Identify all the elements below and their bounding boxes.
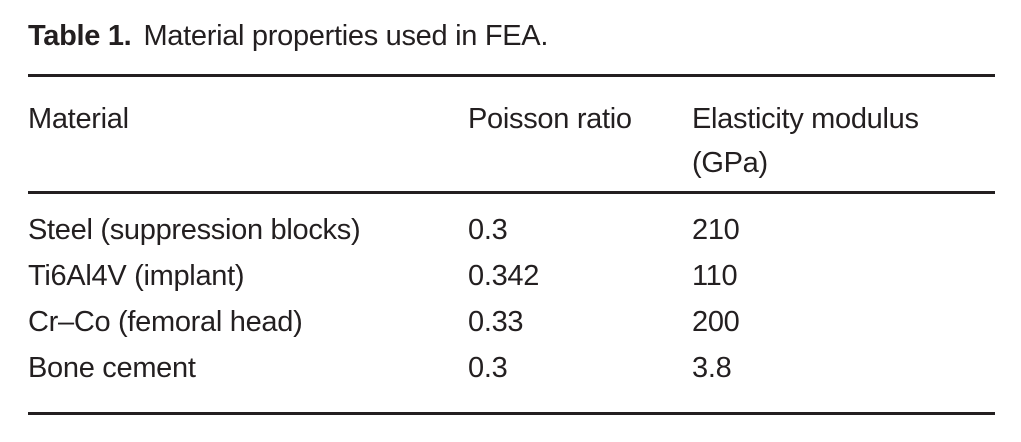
column-header-elasticity-modulus-unit: (GPa)	[692, 147, 768, 179]
cell-elasticity-modulus: 200	[692, 306, 740, 338]
table-body: Steel (suppression blocks) 0.3 210 Ti6Al…	[28, 193, 995, 414]
cell-material: Steel (suppression blocks)	[28, 214, 361, 246]
column-header-material: Material	[28, 75, 468, 194]
column-header-elasticity-modulus: Elasticity modulus (GPa)	[692, 75, 995, 194]
cell-material: Cr–Co (femoral head)	[28, 306, 303, 338]
cell-material: Ti6Al4V (implant)	[28, 260, 245, 292]
column-header-elasticity-modulus-label: Elasticity modulus	[692, 103, 919, 135]
cell-poisson-ratio: 0.33	[468, 306, 524, 338]
cell-elasticity-modulus: 3.8	[692, 352, 732, 384]
header-row: Material Poisson ratio Elasticity modulu…	[28, 75, 995, 194]
material-properties-table: Material Poisson ratio Elasticity modulu…	[28, 74, 995, 415]
cell-poisson-ratio: 0.3	[468, 352, 508, 384]
cell-material: Bone cement	[28, 352, 196, 384]
table-caption-text: Material properties used in FEA.	[143, 20, 549, 52]
table-row: Steel (suppression blocks) 0.3 210	[28, 193, 995, 254]
table-header: Material Poisson ratio Elasticity modulu…	[28, 75, 995, 194]
table-figure: Table 1. Material properties used in FEA.…	[28, 18, 995, 415]
cell-poisson-ratio: 0.3	[468, 214, 508, 246]
cell-elasticity-modulus: 110	[692, 260, 738, 292]
table-caption: Table 1. Material properties used in FEA.	[28, 18, 995, 54]
table-row: Ti6Al4V (implant) 0.342 110	[28, 253, 995, 299]
cell-poisson-ratio: 0.342	[468, 260, 540, 292]
cell-elasticity-modulus: 210	[692, 214, 740, 246]
table-row: Bone cement 0.3 3.8	[28, 345, 995, 414]
table-caption-label: Table 1.	[28, 20, 132, 52]
table-row: Cr–Co (femoral head) 0.33 200	[28, 299, 995, 345]
column-header-poisson-ratio: Poisson ratio	[468, 75, 692, 194]
